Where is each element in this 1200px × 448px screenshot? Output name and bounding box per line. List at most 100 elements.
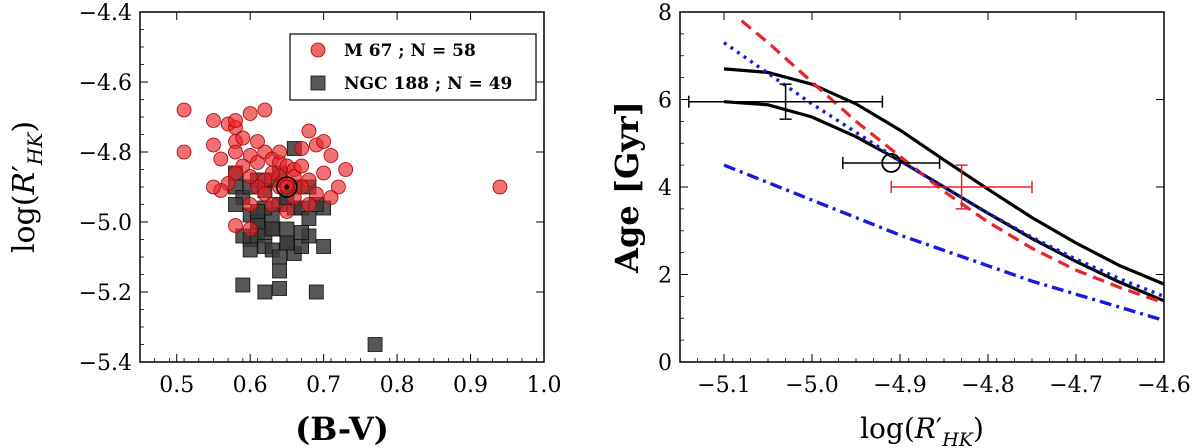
m67-point xyxy=(257,186,273,202)
right-y-tick-label: 4 xyxy=(658,176,672,201)
right-x-tick-label: −4.7 xyxy=(1049,373,1102,398)
m67-point xyxy=(242,197,258,212)
ngc188-point xyxy=(272,249,287,265)
sun-marker-dot xyxy=(284,184,290,190)
right-x-tick-label: −5.0 xyxy=(785,373,838,398)
m67-point xyxy=(272,144,287,160)
right-x-label-main: R xyxy=(914,412,936,445)
legend-frame xyxy=(289,33,537,101)
right-y-tick-label: 6 xyxy=(658,89,672,114)
ngc188-point xyxy=(367,337,383,352)
left-axis-ticks: 0.5 0.6 0.7 0.8 0.9 1.0 −5.4 −5.2 −5.0 −4.8 −4.6 −4… xyxy=(79,1,562,398)
left-x-tick-label: 0.5 xyxy=(159,373,194,398)
right-y-axis-label: Age [Gyr] xyxy=(608,101,646,274)
m67-point xyxy=(308,186,324,202)
right-x-tick-label: −4.8 xyxy=(961,373,1014,398)
left-y-label-sub: HK xyxy=(23,132,47,166)
m67-point xyxy=(250,155,265,170)
m67-point xyxy=(235,130,251,146)
curve-blue-dashdot xyxy=(723,163,1164,323)
ngc188-point xyxy=(279,235,295,251)
left-y-tick-label: −4.4 xyxy=(79,1,132,26)
right-x-label-prefix: log( xyxy=(860,412,915,445)
left-x-tick-label: 0.6 xyxy=(233,373,268,398)
legend-marker-m67 xyxy=(310,42,326,58)
m67-point xyxy=(330,179,346,195)
ngc188-point xyxy=(272,281,287,296)
m67-point xyxy=(176,102,192,118)
m67-point xyxy=(206,137,221,153)
m67-point xyxy=(228,144,243,160)
legend: M 67 ; N = 58 NGC 188 ; N = 49 xyxy=(289,33,537,101)
right-x-label-sub: HK xyxy=(941,429,975,448)
m67-point xyxy=(301,197,317,212)
ngc188-point xyxy=(301,211,317,226)
legend-label-m67: M 67 ; N = 58 xyxy=(344,41,476,61)
m67-point xyxy=(279,204,295,219)
right-error-bars xyxy=(688,83,1033,210)
ngc188-point xyxy=(242,242,258,258)
m67-point xyxy=(206,113,221,128)
m67-point xyxy=(301,123,317,139)
m67-point xyxy=(228,218,243,233)
right-y-tick-label: 8 xyxy=(658,1,672,26)
curve-red-dashed xyxy=(740,19,1164,305)
m67-point xyxy=(323,148,339,163)
m67-point xyxy=(492,179,508,195)
m67-point xyxy=(294,141,310,156)
legend-label-ngc188: NGC 188 ; N = 49 xyxy=(344,74,512,94)
m67-point xyxy=(228,113,243,128)
right-x-label-prime: ′ xyxy=(936,412,942,445)
curve-solid-upper xyxy=(723,67,1164,286)
m67-point xyxy=(242,169,258,184)
left-y-axis-label: log(R′HK) xyxy=(7,121,47,253)
m67-point xyxy=(338,162,354,177)
ngc188-point xyxy=(264,221,280,237)
left-x-tick-label: 0.8 xyxy=(380,373,415,398)
ngc188-point xyxy=(235,277,251,293)
right-y-tick-label: 2 xyxy=(658,264,672,289)
left-y-tick-label: −5.2 xyxy=(79,281,132,306)
left-x-tick-label: 1.0 xyxy=(527,373,562,398)
right-x-tick-label: −4.9 xyxy=(873,373,926,398)
ngc188-point xyxy=(308,284,324,300)
ngc188-point xyxy=(294,225,310,240)
m67-point xyxy=(206,179,221,195)
m67-point xyxy=(242,221,258,237)
left-y-tick-label: −4.6 xyxy=(79,71,132,96)
right-axis-ticks: −5.1 −5.0 −4.9 −4.8 −4.7 −4.6 0 2 4 6 8 xyxy=(658,1,1191,398)
m67-point xyxy=(294,179,310,195)
left-y-label-prefix: log( xyxy=(7,194,42,253)
left-points xyxy=(176,102,508,352)
left-y-tick-label: −5.0 xyxy=(79,211,132,236)
left-y-tick-label: −5.4 xyxy=(79,351,132,376)
right-x-tick-label: −5.1 xyxy=(697,373,750,398)
ngc188-point xyxy=(272,263,287,279)
ngc188-point xyxy=(279,221,295,237)
m67-point xyxy=(294,158,310,174)
left-panel: 0.5 0.6 0.7 0.8 0.9 1.0 −5.4 −5.2 −5.0 −4.8 −4.6 −4… xyxy=(7,1,562,448)
left-y-tick-label: −4.8 xyxy=(79,141,132,166)
m67-point xyxy=(316,134,332,149)
curve-solid-lower xyxy=(723,100,1164,303)
right-x-axis-label: log(R′HK) xyxy=(860,412,984,448)
curve-blue-dotted xyxy=(723,41,1164,298)
right-x-label-suffix: ) xyxy=(973,412,984,445)
sun-marker xyxy=(881,153,902,173)
left-x-axis-label: (B-V) xyxy=(295,410,389,448)
m67-point xyxy=(228,165,243,181)
left-x-tick-label: 0.9 xyxy=(453,373,488,398)
left-y-label-main: R xyxy=(7,172,42,196)
legend-marker-ngc188 xyxy=(310,75,326,91)
sun-marker xyxy=(276,176,298,198)
m67-point xyxy=(176,144,192,160)
right-curves xyxy=(723,19,1164,323)
m67-point xyxy=(264,197,280,212)
right-y-tick-label: 0 xyxy=(658,351,672,376)
ngc188-point xyxy=(228,197,243,212)
m67-point xyxy=(323,190,339,205)
m67-point xyxy=(213,151,229,167)
m67-point xyxy=(242,106,258,121)
